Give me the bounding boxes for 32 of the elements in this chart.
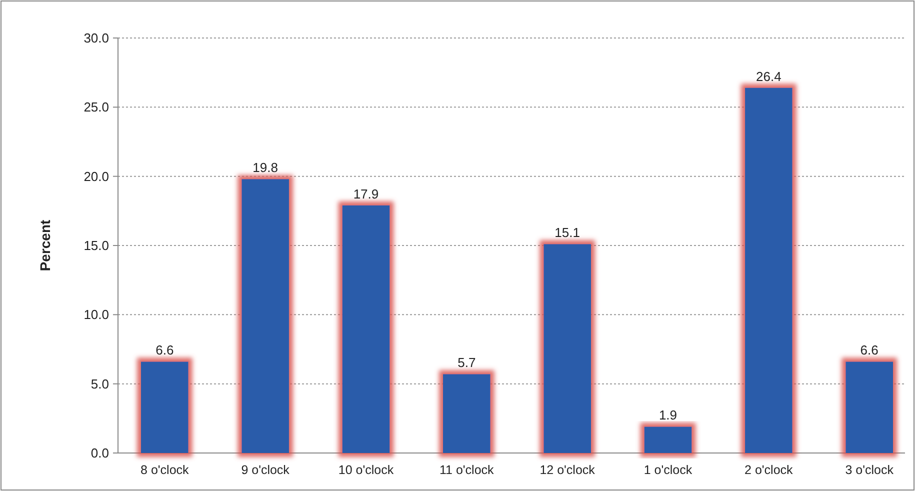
y-tick-label: 10.0: [84, 307, 109, 322]
bar: [644, 426, 692, 453]
bar: [443, 374, 490, 453]
bar: [846, 362, 893, 453]
y-axis-title: Percent: [37, 219, 53, 272]
x-tick-label: 10 o'clock: [338, 463, 394, 477]
data-label: 26.4: [756, 68, 782, 84]
data-label: 6.6: [156, 342, 174, 358]
data-label: 17.9: [353, 186, 379, 202]
bar: [242, 179, 289, 453]
data-label: 1.9: [658, 408, 678, 423]
y-tick-label: 20.0: [84, 168, 109, 184]
y-tick-label: 30.0: [84, 30, 109, 46]
data-label: 15.1: [554, 225, 580, 240]
bar: [745, 88, 792, 453]
x-tick-label: 3 o'clock: [845, 463, 894, 477]
y-tick-label: 0.0: [90, 446, 109, 461]
x-tick-label: 11 o'clock: [440, 463, 495, 477]
bar: [342, 205, 390, 453]
data-label: 5.7: [458, 355, 476, 370]
y-tick-label: 15.0: [84, 238, 109, 254]
bar: [141, 362, 188, 453]
x-tick-label: 2 o'clock: [744, 463, 794, 477]
data-label: 19.8: [252, 160, 278, 176]
y-tick-label: 5.0: [90, 376, 109, 392]
x-tick-label: 12 o'clock: [540, 463, 596, 477]
data-label: 6.6: [860, 342, 878, 358]
x-tick-label: 8 o'clock: [140, 463, 190, 477]
x-tick-label: 1 o'clock: [644, 463, 693, 477]
x-tick-label: 9 o'clock: [241, 463, 290, 477]
y-tick-label: 25.0: [84, 100, 109, 115]
bar: [544, 244, 591, 453]
